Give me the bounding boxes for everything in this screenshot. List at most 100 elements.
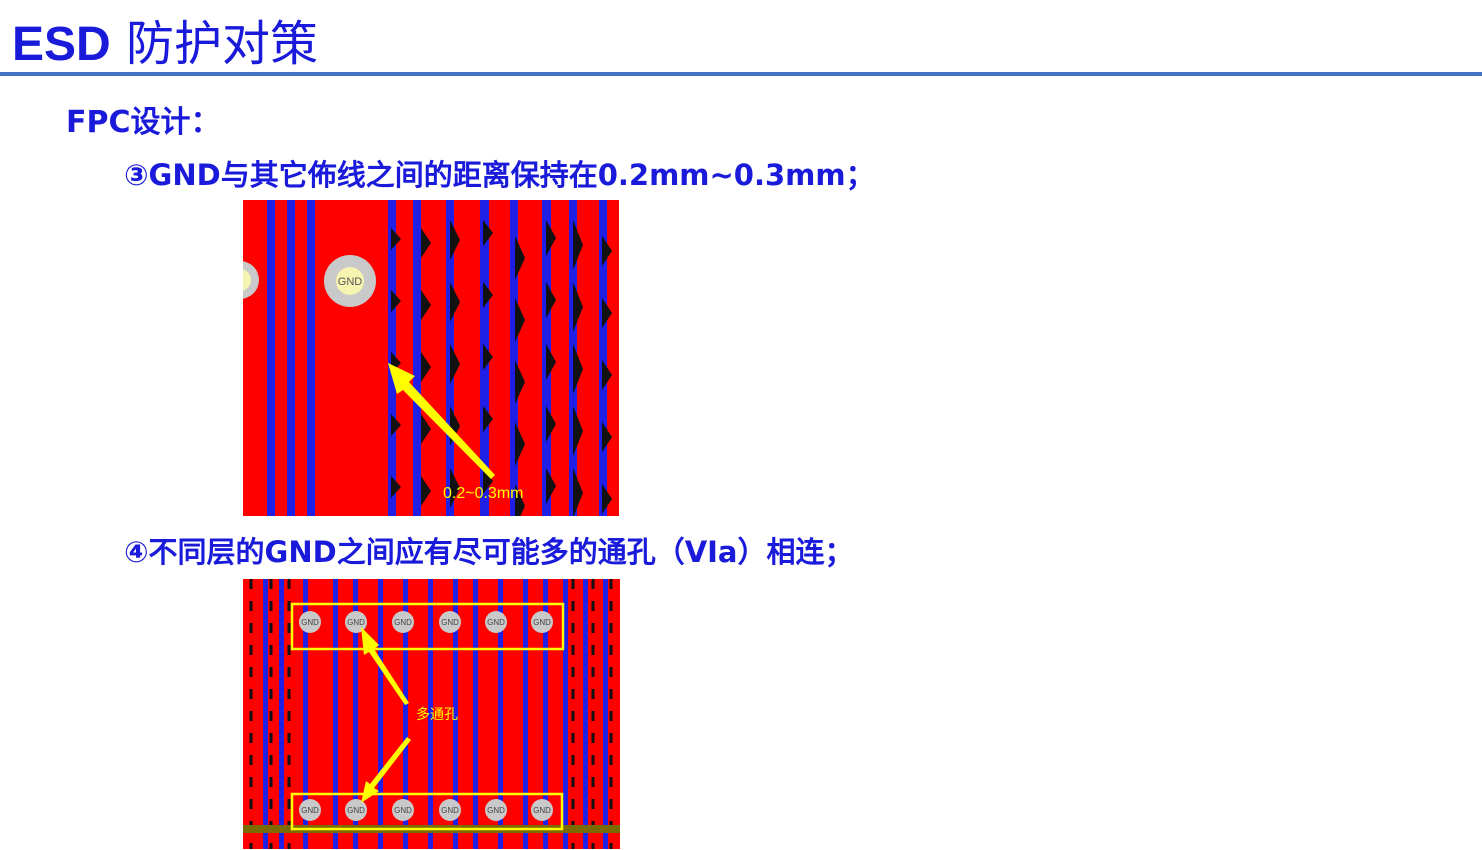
- trace: [307, 200, 315, 516]
- via-arrow-bottom: [361, 737, 411, 803]
- gnd-via: [485, 611, 507, 633]
- spacing-notch: [483, 468, 493, 494]
- spacing-notch: [546, 468, 556, 504]
- title-underline: [0, 72, 1482, 76]
- spacing-notch: [515, 422, 525, 466]
- spacing-notch: [450, 282, 460, 322]
- gnd-via-label: GND: [347, 618, 365, 627]
- trace-group: [263, 579, 608, 849]
- via-row-top-highlight: [290, 602, 565, 651]
- spacing-notch: [546, 220, 556, 256]
- spacing-notch: [602, 298, 612, 328]
- gnd-via: [299, 611, 321, 633]
- trace: [523, 579, 528, 849]
- gnd-via-label: GND: [347, 806, 365, 815]
- trace: [403, 579, 408, 849]
- trace: [333, 579, 338, 849]
- gnd-via: [439, 799, 461, 821]
- spacing-notch: [602, 484, 612, 514]
- trace: [473, 579, 478, 849]
- gnd-pad-label: GND: [338, 276, 363, 288]
- gnd-via-label: GND: [487, 618, 505, 627]
- trace: [287, 200, 295, 516]
- spacing-notch: [483, 282, 493, 308]
- gnd-pad-hole: [336, 267, 364, 295]
- spacing-notch: [573, 406, 583, 456]
- via-arrow-top: [361, 627, 409, 705]
- trace: [413, 200, 421, 516]
- spacing-notch: [391, 414, 401, 436]
- spacing-notch: [450, 220, 460, 260]
- gnd-via: [485, 799, 507, 821]
- via-group: GND GND GND GND GND GND GND GND GND GND GND GND: [299, 611, 553, 821]
- spacing-notch: [515, 298, 525, 342]
- spacing-notch: [421, 352, 431, 382]
- gnd-via: [345, 799, 367, 821]
- spacing-notch: [515, 484, 525, 516]
- spacing-notch: [515, 236, 525, 280]
- spacing-notch: [546, 282, 556, 318]
- dashed-trace-group: [249, 579, 613, 849]
- gnd-via-label: GND: [533, 806, 551, 815]
- gnd-via: [531, 799, 553, 821]
- copper-background: [243, 200, 619, 516]
- spacing-notch: [515, 360, 525, 404]
- spacing-notch: [391, 290, 401, 312]
- gnd-via: [299, 799, 321, 821]
- gnd-spacing-figure: GND 0.2~0.3mm: [243, 200, 619, 516]
- section-label: FPC设计：: [66, 105, 221, 140]
- trace: [563, 579, 568, 849]
- gnd-via: [531, 611, 553, 633]
- gnd-via-label: GND: [301, 618, 319, 627]
- gnd-via: [439, 611, 461, 633]
- trace: [510, 200, 518, 516]
- trace: [378, 579, 383, 849]
- via-figure: GND GND GND GND GND GND GND GND GND GND GND GND 多通孔: [243, 579, 620, 849]
- via-annotation: 多通孔: [416, 706, 458, 723]
- trace: [498, 579, 503, 849]
- spacing-notch: [450, 468, 460, 508]
- spacing-notch: [391, 228, 401, 250]
- via-row-bottom-highlight: [290, 792, 564, 831]
- spacing-notch: [602, 360, 612, 390]
- spacing-notch: [483, 220, 493, 246]
- spacing-notch: [450, 344, 460, 384]
- spacing-notch: [421, 290, 431, 320]
- trace: [353, 579, 358, 849]
- gnd-via-label: GND: [394, 618, 412, 627]
- point-3-text: ③GND与其它佈线之间的距离保持在0.2mm~0.3mm；: [124, 158, 875, 192]
- trace: [428, 579, 433, 849]
- slide-title-text: 防护对策: [125, 16, 318, 72]
- spacing-notch: [483, 406, 493, 432]
- spacing-notch: [573, 468, 583, 516]
- trace: [603, 579, 608, 849]
- trace: [279, 579, 284, 849]
- gnd-via-label: GND: [394, 806, 412, 815]
- gnd-via-label: GND: [441, 618, 459, 627]
- slide-title-prefix: ESD: [12, 18, 111, 71]
- trace: [267, 200, 275, 516]
- trace: [543, 579, 548, 849]
- slide-title: ESD 防护对策: [12, 14, 318, 75]
- spacing-notch: [421, 476, 431, 506]
- gnd-via: [392, 799, 414, 821]
- trace: [263, 579, 268, 849]
- gnd-via-label: GND: [487, 806, 505, 815]
- spacing-notch: [573, 282, 583, 332]
- gnd-via: [392, 611, 414, 633]
- spacing-notch: [602, 422, 612, 452]
- spacing-notch: [546, 344, 556, 380]
- trace: [583, 579, 588, 849]
- spacing-notch: [573, 220, 583, 270]
- gnd-pad-partial-hole: [243, 269, 251, 291]
- point-4-text: ④不同层的GND之间应有尽可能多的通孔（VIa）相连；: [124, 535, 854, 569]
- gnd-via-label: GND: [533, 618, 551, 627]
- spacing-notch: [421, 228, 431, 258]
- trace: [303, 579, 308, 849]
- trace: [453, 579, 458, 849]
- spacing-notch: [421, 414, 431, 444]
- gnd-via-label: GND: [441, 806, 459, 815]
- spacing-notch: [602, 236, 612, 266]
- spacing-arrow: [388, 363, 495, 479]
- spacing-notch: [391, 476, 401, 498]
